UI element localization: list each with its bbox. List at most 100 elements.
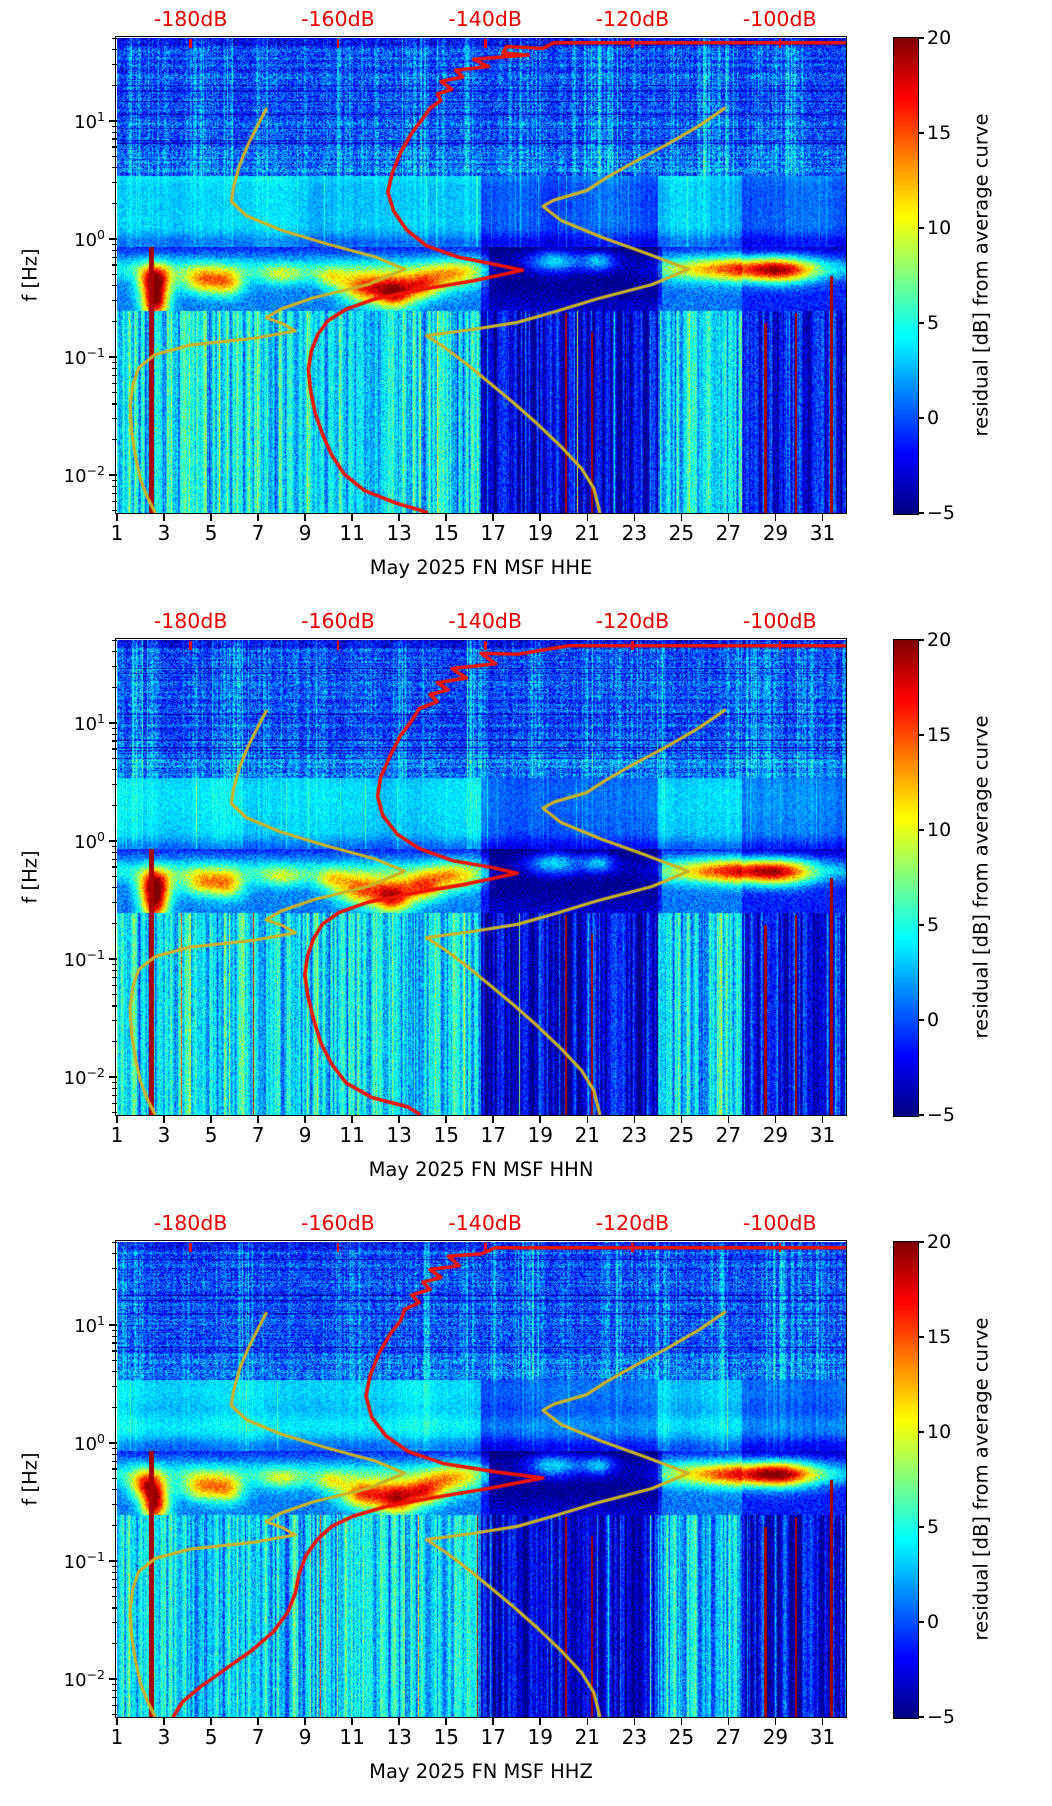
y-minor-tick <box>112 84 117 86</box>
x-tick-label: 27 <box>715 1725 742 1749</box>
y-minor-tick <box>112 1578 117 1580</box>
x-tick <box>398 1718 401 1725</box>
y-minor-tick <box>112 155 117 157</box>
x-tick <box>304 1116 307 1123</box>
top-axis-tick-label: -160dB <box>301 609 375 633</box>
colorbar-tick-label: 15 <box>927 1326 952 1348</box>
x-tick <box>116 514 118 521</box>
y-minor-tick <box>112 1088 117 1090</box>
x-tick-label: 9 <box>298 521 312 545</box>
y-minor-tick <box>112 1586 117 1588</box>
y-minor-tick <box>112 1460 117 1462</box>
x-tick-label: 19 <box>527 1725 554 1749</box>
colorbar-tick-label: 15 <box>927 122 952 144</box>
y-minor-tick <box>112 902 117 904</box>
x-tick <box>304 1718 307 1725</box>
y-tick-label: 100 <box>74 828 105 853</box>
y-minor-tick <box>112 131 117 133</box>
top-axis-tick <box>336 39 340 48</box>
y-minor-tick <box>112 1359 117 1361</box>
y-minor-tick <box>112 320 117 323</box>
y-minor-tick <box>112 1112 117 1114</box>
spectrogram-canvas-hhz <box>117 1242 846 1717</box>
x-tick-label: 31 <box>809 521 836 545</box>
y-minor-tick <box>112 403 117 405</box>
y-minor-tick <box>112 1081 117 1084</box>
x-tick-label: 19 <box>527 521 554 545</box>
y-minor-tick <box>112 1447 117 1449</box>
colorbar-tick <box>918 227 924 229</box>
x-tick <box>210 1718 212 1725</box>
y-minor-tick <box>112 969 117 972</box>
x-tick <box>445 514 448 521</box>
y-minor-tick <box>112 804 117 806</box>
y-minor-tick <box>112 665 117 667</box>
y-minor-tick <box>112 740 117 742</box>
x-tick-label: 25 <box>668 521 695 545</box>
top-axis-tick-label: -160dB <box>301 1211 375 1235</box>
x-tick-label: 11 <box>339 521 365 545</box>
y-minor-tick <box>112 1477 117 1480</box>
x-tick-label: 3 <box>157 521 171 545</box>
x-tick <box>445 1718 448 1725</box>
colorbar-tick <box>918 924 924 926</box>
x-tick-label: 29 <box>762 1725 789 1749</box>
y-minor-tick <box>112 757 117 759</box>
top-axis-tick-label: -140dB <box>448 7 522 31</box>
y-tick-label: 10−1 <box>63 1549 105 1574</box>
x-tick-label: 27 <box>715 521 742 545</box>
x-tick <box>445 1116 448 1123</box>
y-minor-tick <box>112 1622 117 1624</box>
y-tick-label: 101 <box>74 710 105 735</box>
y-minor-tick <box>112 418 117 420</box>
y-tick <box>109 1560 117 1562</box>
y-minor-tick <box>112 1041 117 1043</box>
top-axis-tick <box>631 1243 634 1252</box>
x-tick-label: 1 <box>110 1725 124 1749</box>
y-minor-tick <box>112 1329 117 1331</box>
y-tick-label: 101 <box>74 108 105 133</box>
colorbar-tick <box>918 1336 924 1338</box>
colorbar-tick-label: 10 <box>927 1421 952 1443</box>
y-tick <box>109 721 117 724</box>
y-minor-tick <box>112 1406 117 1408</box>
top-axis-tick <box>336 641 340 650</box>
colorbar-tick-label: 20 <box>927 27 952 49</box>
y-minor-tick <box>112 249 117 251</box>
x-tick <box>539 1718 542 1725</box>
y-minor-tick <box>112 1267 117 1269</box>
colorbar <box>893 37 919 515</box>
top-axis-tick <box>631 39 634 48</box>
x-tick <box>257 1718 259 1725</box>
x-tick-label: 3 <box>157 1725 171 1749</box>
y-minor-tick <box>112 361 117 364</box>
y-minor-tick <box>112 1595 117 1598</box>
spectrogram-canvas-hhe <box>117 38 846 513</box>
colorbar-tick <box>918 1241 924 1243</box>
y-minor-tick <box>112 374 117 376</box>
colorbar-tick-label: 15 <box>927 724 952 746</box>
y-minor-tick <box>112 922 117 925</box>
y-minor-tick <box>112 382 117 384</box>
x-tick-label: 17 <box>480 1725 506 1749</box>
x-tick <box>774 514 777 521</box>
y-tick <box>109 1442 117 1444</box>
y-tick <box>109 840 117 842</box>
y-minor-tick <box>112 439 117 441</box>
colorbar-tick <box>918 829 924 831</box>
x-tick-label: 7 <box>251 1725 265 1749</box>
y-axis-label: f [Hz] <box>18 1452 42 1506</box>
x-tick <box>680 514 683 521</box>
colorbar-tick-label: −5 <box>927 1104 956 1126</box>
y-minor-tick <box>112 492 117 495</box>
y-minor-tick <box>112 858 117 860</box>
y-minor-tick <box>112 202 117 204</box>
x-axis-label: May 2025 FN MSF HHE <box>369 556 593 579</box>
y-tick <box>109 1678 117 1681</box>
colorbar-tick <box>918 1526 924 1528</box>
x-tick-label: 19 <box>527 1123 554 1147</box>
top-axis-tick <box>336 1243 340 1252</box>
x-tick <box>633 514 636 521</box>
colorbar-tick <box>918 132 924 134</box>
panel-hhn: f [Hz] May 2025 FN MSF HHN residual [dB]… <box>0 602 1052 1204</box>
